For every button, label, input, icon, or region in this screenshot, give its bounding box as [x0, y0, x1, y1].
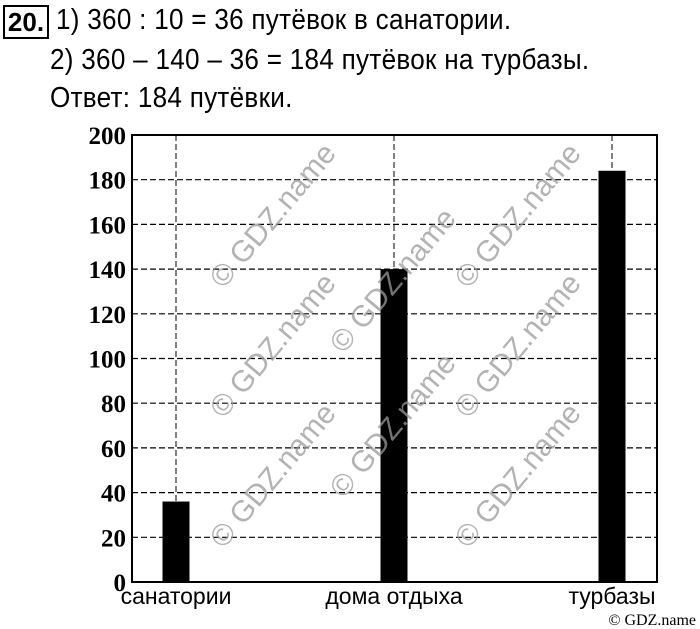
- answer-line: Ответ: 184 путёвки.: [50, 82, 293, 114]
- y-tick-label: 20: [101, 525, 126, 552]
- bar-2: [380, 269, 408, 582]
- y-tick-label: 80: [101, 391, 126, 418]
- y-tick-label: 160: [89, 212, 127, 239]
- y-tick-label: 100: [89, 347, 127, 374]
- x-category-label: санатории: [121, 583, 232, 609]
- solution-step-2: 2) 360 – 140 – 36 = 184 путёвок на турба…: [50, 44, 590, 76]
- x-category-label: турбазы: [568, 583, 655, 609]
- y-tick-label: 0: [114, 570, 127, 597]
- y-tick-label: 40: [101, 481, 126, 508]
- y-tick-label: 140: [89, 257, 127, 284]
- y-tick-label: 180: [89, 168, 127, 195]
- x-category-label: дома отдыха: [325, 583, 462, 609]
- problem-number: 20.: [3, 5, 49, 39]
- solution-step-1: 1) 360 : 10 = 36 путёвок в санатории.: [56, 4, 512, 36]
- bar-1: [162, 501, 190, 582]
- y-tick-label: 60: [101, 436, 126, 463]
- bar-3: [598, 170, 626, 582]
- y-tick-label: 120: [89, 302, 127, 329]
- credit-text: © GDZ.name: [608, 612, 696, 629]
- y-tick-label: 200: [89, 123, 127, 150]
